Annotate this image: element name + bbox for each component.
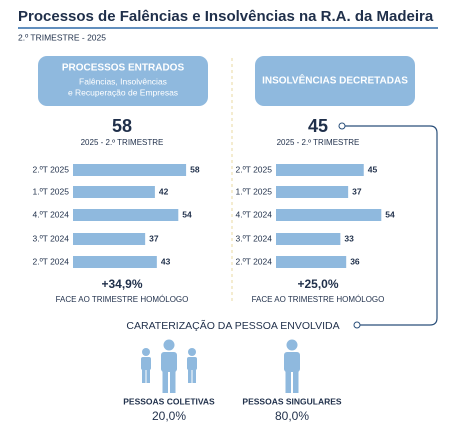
bar bbox=[73, 164, 187, 176]
change-label: FACE AO TRIMESTRE HOMÓLOGO bbox=[56, 295, 189, 304]
panel-header bbox=[255, 56, 415, 106]
value-label: 54 bbox=[385, 209, 395, 219]
category-label: 2.ºT 2025 bbox=[235, 164, 272, 174]
bar bbox=[73, 233, 146, 245]
bar bbox=[276, 209, 382, 221]
category-label: 2.ºT 2024 bbox=[32, 256, 69, 266]
value-label: 43 bbox=[161, 256, 171, 266]
value-label: 37 bbox=[149, 233, 159, 243]
total: 58 bbox=[112, 116, 132, 136]
category-label: 3.ºT 2024 bbox=[235, 233, 272, 243]
connector-dot bbox=[353, 321, 361, 329]
bar bbox=[73, 186, 155, 198]
panel-subtitle: e Recuperação de Empresas bbox=[68, 87, 178, 97]
group-value: 80,0% bbox=[275, 409, 309, 423]
total-label: 2025 - 2.º TRIMESTRE bbox=[277, 138, 360, 147]
panel-header bbox=[38, 56, 208, 106]
category-label: 4.ºT 2024 bbox=[235, 209, 272, 219]
panel-title: INSOLVÊNCIAS DECRETADAS bbox=[262, 74, 408, 87]
value-label: 36 bbox=[350, 256, 360, 266]
group-value: 20,0% bbox=[152, 409, 186, 423]
value-label: 54 bbox=[182, 209, 192, 219]
category-label: 3.ºT 2024 bbox=[32, 233, 69, 243]
total: 45 bbox=[308, 116, 328, 136]
change: +25,0% bbox=[297, 277, 338, 291]
category-label: 2.ºT 2025 bbox=[32, 164, 69, 174]
group-label: PESSOAS SINGULARES bbox=[242, 396, 342, 406]
value-label: 45 bbox=[368, 164, 378, 174]
category-label: 1.ºT 2025 bbox=[235, 186, 272, 196]
group-label: PESSOAS COLETIVAS bbox=[123, 396, 215, 406]
icon-individual bbox=[284, 339, 300, 393]
connector bbox=[342, 125, 438, 326]
bar bbox=[276, 233, 341, 245]
value-label: 37 bbox=[352, 186, 362, 196]
section-title: CARATERIZAÇÃO DA PESSOA ENVOLVIDA bbox=[126, 319, 339, 332]
value-label: 33 bbox=[344, 233, 354, 243]
connector-dot bbox=[338, 122, 346, 130]
subtitle: 2.º TRIMESTRE - 2025 bbox=[18, 32, 106, 42]
bar bbox=[73, 209, 179, 221]
change: +34,9% bbox=[101, 277, 142, 291]
bar bbox=[276, 256, 347, 268]
bar bbox=[276, 164, 364, 176]
category-label: 2.ºT 2024 bbox=[235, 256, 272, 266]
icon-collective bbox=[141, 339, 197, 393]
title: Processos de Falências e Insolvências na… bbox=[18, 8, 434, 25]
category-label: 1.ºT 2025 bbox=[32, 186, 69, 196]
bar bbox=[276, 186, 349, 198]
total-label: 2025 - 2.º TRIMESTRE bbox=[81, 138, 164, 147]
panel-subtitle: Falências, Insolvências bbox=[79, 76, 167, 86]
panel-title: PROCESSOS ENTRADOS bbox=[62, 63, 185, 74]
value-label: 42 bbox=[159, 186, 169, 196]
bar bbox=[73, 256, 157, 268]
value-label: 58 bbox=[190, 164, 200, 174]
category-label: 4.ºT 2024 bbox=[32, 209, 69, 219]
change-label: FACE AO TRIMESTRE HOMÓLOGO bbox=[252, 295, 385, 304]
